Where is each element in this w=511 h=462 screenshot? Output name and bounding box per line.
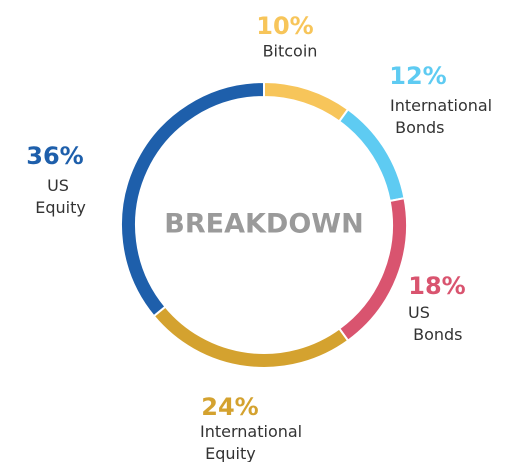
value-label: 24%	[201, 393, 258, 421]
category-label: US Equity	[30, 176, 86, 217]
donut-slice	[152, 305, 350, 369]
category-label: Bitcoin	[263, 42, 318, 61]
donut-slice	[263, 80, 350, 123]
value-label: 12%	[389, 62, 446, 90]
value-label: 18%	[408, 272, 465, 300]
donut-slice	[120, 80, 265, 318]
center-label: BREAKDOWN	[164, 209, 363, 240]
category-label: International Equity	[200, 422, 302, 462]
category-label: US Bonds	[408, 303, 462, 344]
value-label: 10%	[256, 12, 313, 40]
value-label: 36%	[26, 142, 83, 170]
category-label: International Bonds	[390, 96, 492, 137]
